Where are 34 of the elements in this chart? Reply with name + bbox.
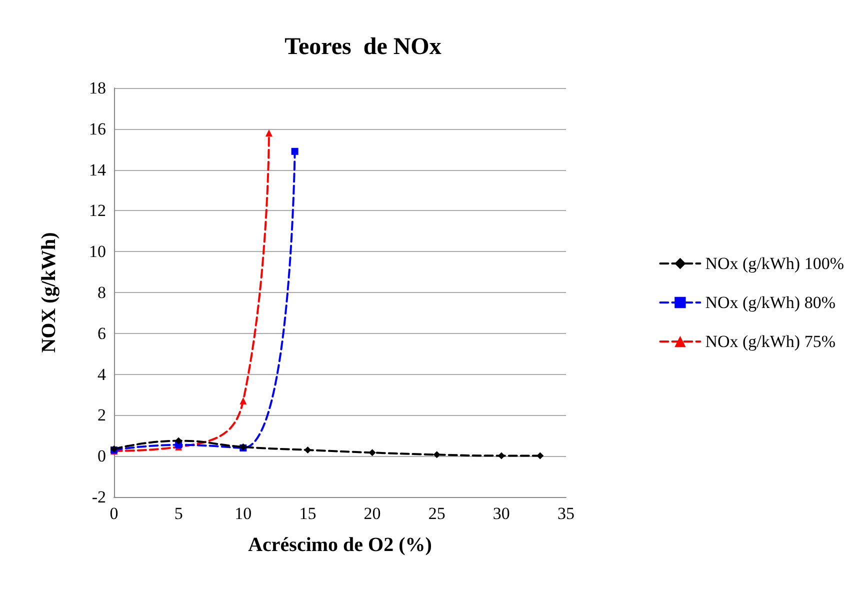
- y-tick-label: 10: [89, 242, 106, 262]
- point: [304, 446, 312, 454]
- legend-label: NOx (g/kWh) 75%: [705, 332, 836, 351]
- x-tick-label: 0: [110, 504, 118, 523]
- point: [175, 437, 182, 444]
- x-tick-label: 5: [174, 504, 183, 523]
- y-axis-title: NOX (g/kWh): [38, 232, 60, 353]
- x-tick-label: 35: [558, 504, 574, 523]
- point: [368, 449, 376, 456]
- x-tick-label: 15: [299, 504, 316, 523]
- chart-title: Teores de NOx: [284, 34, 442, 60]
- x-axis-title: Acréscimo de O2 (%): [248, 534, 432, 556]
- point: [291, 148, 298, 155]
- y-tick-label: -2: [92, 488, 106, 506]
- y-tick-label: 6: [98, 324, 106, 343]
- point: [536, 452, 544, 460]
- y-tick-label: 8: [98, 283, 106, 302]
- y-tick-label: 16: [89, 119, 106, 138]
- x-tick-label: 25: [428, 504, 446, 523]
- x-tick-label: 10: [234, 504, 252, 523]
- x-tick-label: 20: [364, 504, 381, 523]
- y-tick-label: 14: [89, 160, 106, 180]
- point: [433, 451, 440, 458]
- legend-label: NOx (g/kWh) 80%: [705, 293, 836, 312]
- y-tick-label: 2: [98, 406, 106, 425]
- y-tick-label: 0: [98, 446, 106, 466]
- point: [240, 397, 247, 404]
- point: [498, 452, 505, 460]
- y-tick-label: 18: [89, 78, 106, 98]
- point: [265, 129, 272, 136]
- y-tick-label: 12: [89, 201, 106, 220]
- legend-label: NOx (g/kWh) 100%: [705, 254, 844, 273]
- y-tick-label: 4: [98, 364, 106, 384]
- x-tick-label: 30: [492, 504, 510, 523]
